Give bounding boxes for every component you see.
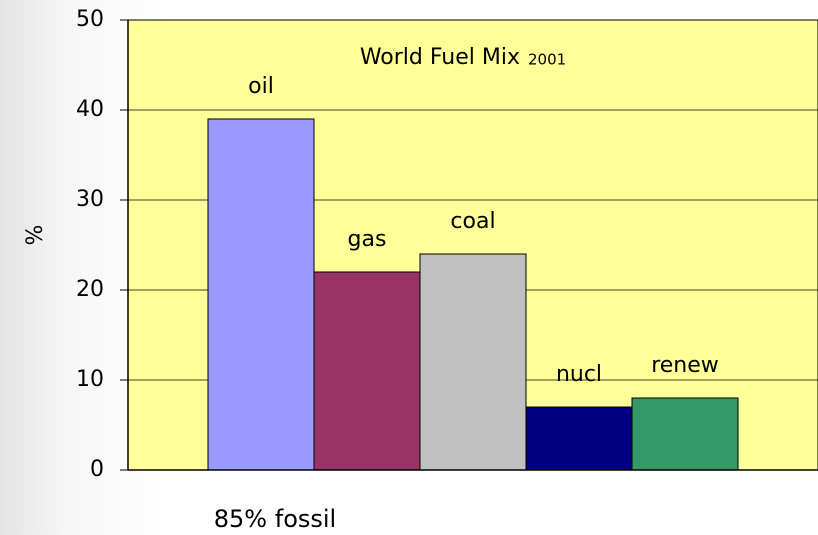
category-label: renew: [651, 353, 719, 378]
y-tick-label: 0: [90, 457, 104, 482]
y-axis-label: %: [23, 225, 48, 246]
chart-title: World Fuel Mix: [360, 45, 520, 70]
category-label: nucl: [556, 362, 602, 387]
chart-subtitle: 2001: [528, 51, 566, 69]
bar: [525, 406, 633, 471]
annotation: 85% fossil: [214, 505, 336, 533]
category-label: coal: [450, 209, 495, 234]
category-label: oil: [248, 74, 274, 99]
y-tick-label: 50: [76, 7, 104, 32]
bar: [313, 271, 421, 471]
y-tick-label: 20: [76, 277, 104, 302]
y-tick-label: 40: [76, 97, 104, 122]
bar: [419, 253, 527, 471]
bar: [631, 397, 739, 471]
y-tick-label: 10: [76, 367, 104, 392]
bar: [207, 118, 315, 471]
y-tick-label: 30: [76, 187, 104, 212]
category-label: gas: [348, 227, 387, 252]
